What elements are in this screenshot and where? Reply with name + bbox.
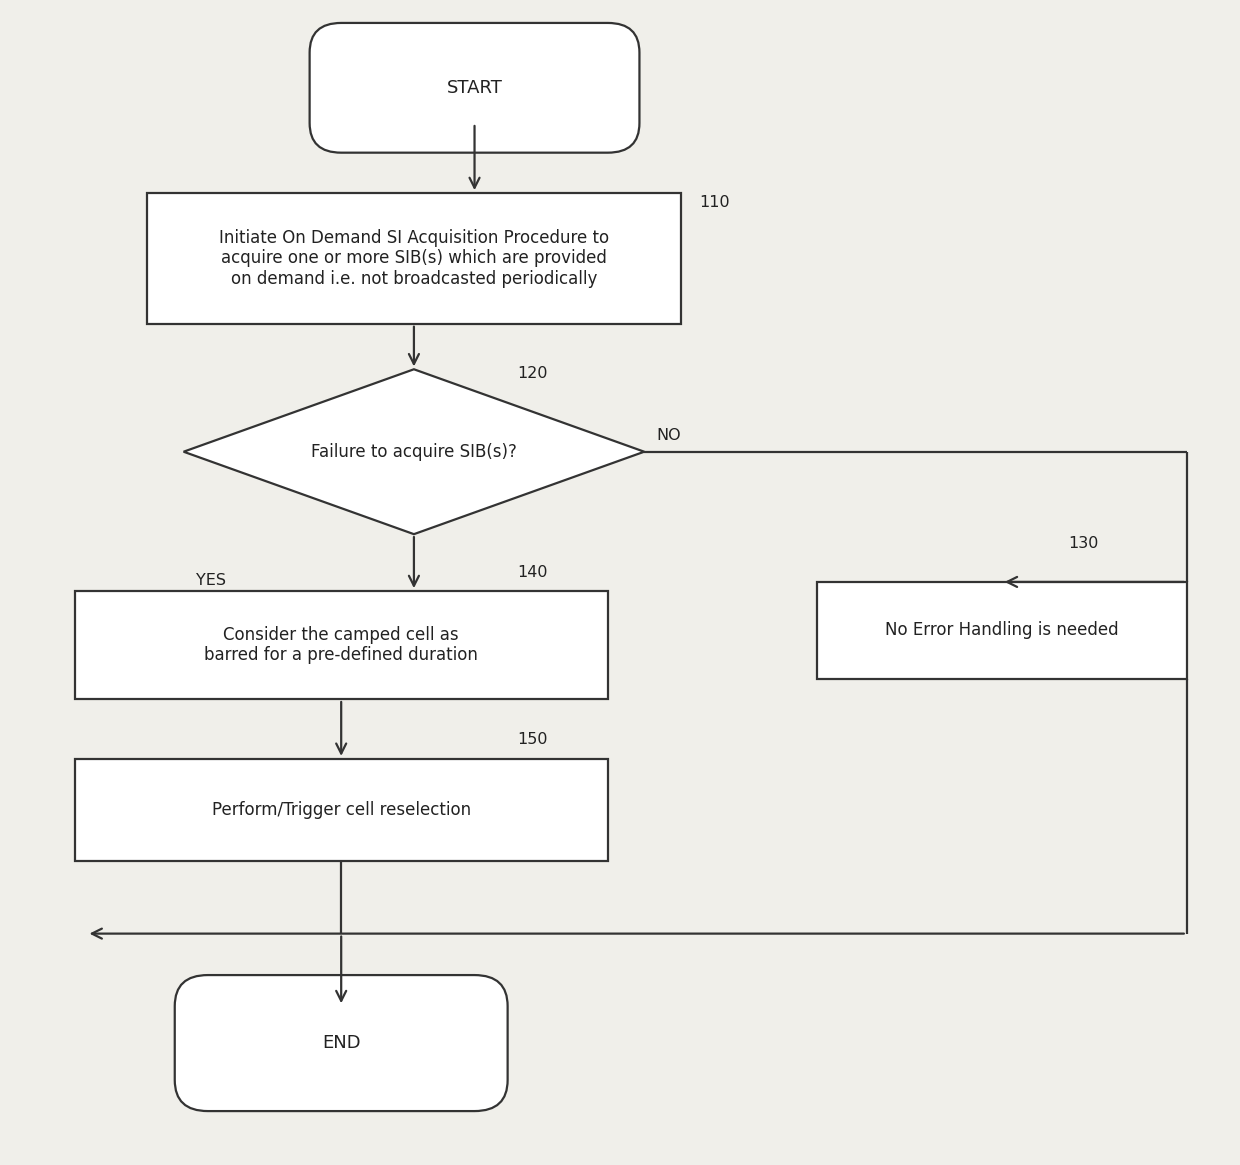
FancyBboxPatch shape (310, 23, 640, 153)
Text: YES: YES (196, 573, 226, 588)
Text: START: START (446, 79, 502, 97)
Text: No Error Handling is needed: No Error Handling is needed (885, 621, 1118, 640)
Text: NO: NO (656, 429, 681, 444)
Text: 110: 110 (699, 196, 729, 210)
Bar (74, 758, 608, 861)
Text: 130: 130 (1069, 536, 1099, 551)
Bar (148, 193, 681, 324)
Polygon shape (184, 369, 645, 535)
Text: Consider the camped cell as
barred for a pre-defined duration: Consider the camped cell as barred for a… (205, 626, 479, 664)
Text: Failure to acquire SIB(s)?: Failure to acquire SIB(s)? (311, 443, 517, 460)
Text: 150: 150 (517, 732, 548, 747)
Text: END: END (322, 1035, 361, 1052)
FancyBboxPatch shape (175, 975, 507, 1111)
Text: 140: 140 (517, 565, 548, 580)
Bar (74, 591, 608, 699)
Text: Initiate On Demand SI Acquisition Procedure to
acquire one or more SIB(s) which : Initiate On Demand SI Acquisition Proced… (218, 228, 609, 288)
Text: 120: 120 (517, 366, 548, 381)
Text: Perform/Trigger cell reselection: Perform/Trigger cell reselection (212, 802, 471, 819)
Bar (817, 582, 1187, 678)
